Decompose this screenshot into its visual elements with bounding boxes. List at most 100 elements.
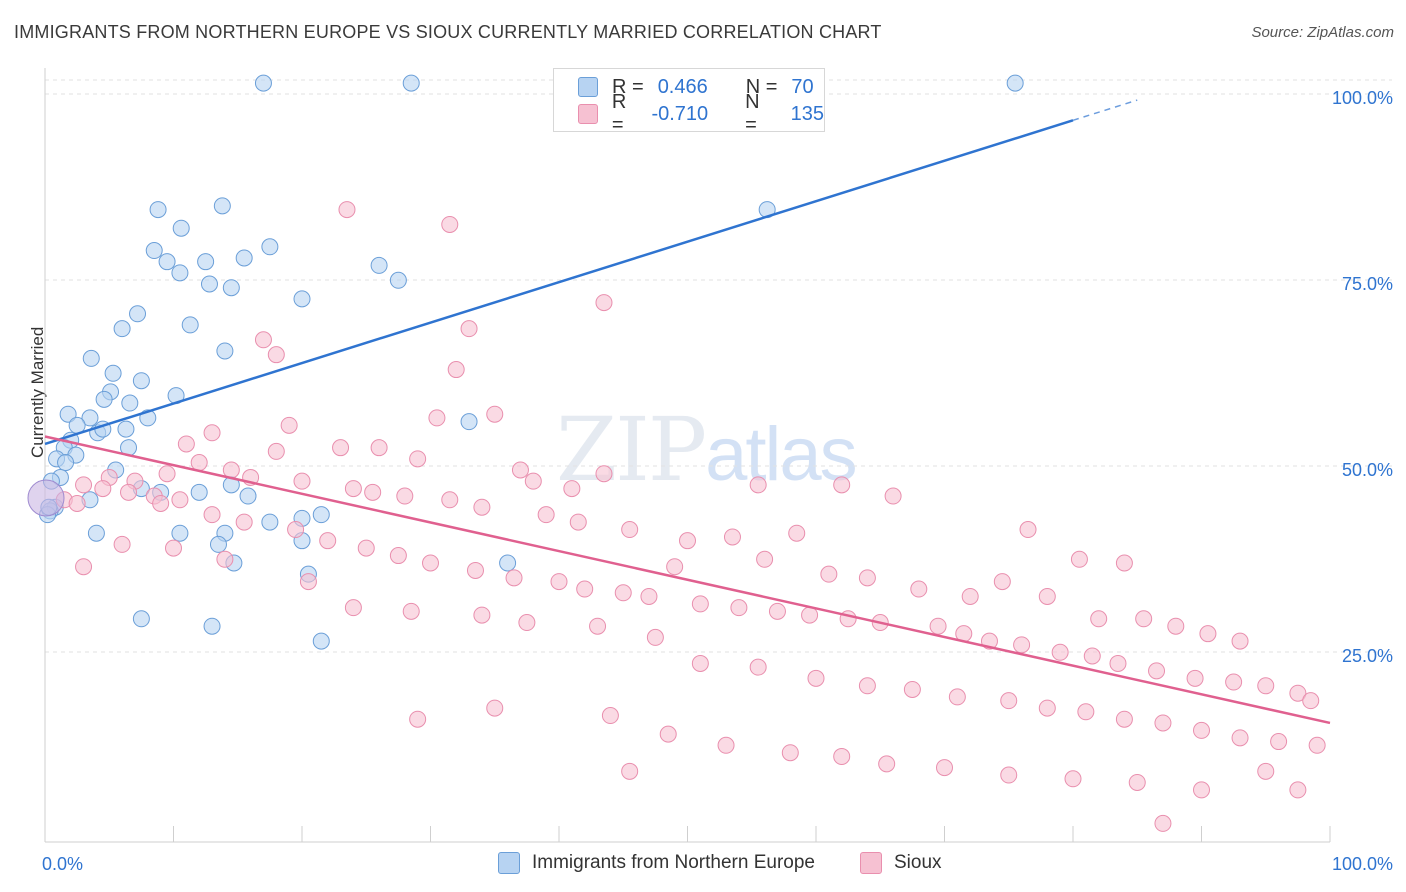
x-tick-label-min: 0.0% xyxy=(42,854,83,874)
overlap-point-large xyxy=(27,479,65,517)
pink-point-48 xyxy=(993,573,1011,591)
pink-point-69 xyxy=(357,539,375,557)
pink-point-136 xyxy=(1257,762,1275,780)
legend-swatch-sioux xyxy=(860,852,882,874)
pink-point-35 xyxy=(473,498,491,516)
pink-point-80 xyxy=(768,602,786,620)
pink-point-0 xyxy=(338,201,356,219)
pink-point-65 xyxy=(203,506,221,524)
pink-point-30 xyxy=(293,472,311,490)
pink-point-45 xyxy=(858,569,876,587)
pink-point-23 xyxy=(1019,521,1037,539)
series-legend: Immigrants from Northern Europe Sioux xyxy=(0,852,1406,878)
blue-trend-line-extension xyxy=(1072,99,1138,122)
pink-point-26 xyxy=(190,454,208,472)
pink-point-129 xyxy=(833,747,851,765)
pink-point-36 xyxy=(537,506,555,524)
pink-point-63 xyxy=(68,494,86,512)
pink-point-43 xyxy=(788,524,806,542)
pink-point-99 xyxy=(165,539,182,557)
pink-point-123 xyxy=(409,710,427,728)
pink-point-107 xyxy=(646,628,664,646)
blue-point-19 xyxy=(113,320,131,338)
legend-item-northern-europe: Immigrants from Northern Europe xyxy=(498,852,815,874)
pink-point-19 xyxy=(563,480,581,498)
pink-point-92 xyxy=(1186,669,1204,687)
blue-point-24 xyxy=(132,372,150,390)
blue-point-26 xyxy=(95,390,113,408)
pink-point-108 xyxy=(691,654,709,672)
blue-point-11 xyxy=(261,238,279,256)
pink-point-139 xyxy=(621,762,639,780)
pink-point-51 xyxy=(1135,610,1153,628)
pink-point-98 xyxy=(113,535,131,553)
pink-point-21 xyxy=(833,476,851,494)
blue-point-17 xyxy=(222,279,240,297)
pink-point-57 xyxy=(75,476,93,494)
pink-point-31 xyxy=(344,480,362,498)
pink-point-11 xyxy=(177,435,195,453)
pink-point-91 xyxy=(1148,662,1166,680)
pink-point-97 xyxy=(75,558,93,576)
pink-trend-line xyxy=(44,435,1331,725)
blue-point-47 xyxy=(190,483,208,501)
blue-point-4 xyxy=(213,197,231,215)
pink-n-label: N = xyxy=(745,91,760,136)
pink-point-6 xyxy=(447,361,465,379)
blue-point-65 xyxy=(460,413,478,431)
pink-point-71 xyxy=(422,554,439,572)
pink-point-66 xyxy=(235,513,253,531)
pink-point-67 xyxy=(287,521,305,539)
pink-point-34 xyxy=(441,491,459,509)
blue-point-49 xyxy=(239,487,257,505)
pink-r-label: R = xyxy=(611,91,627,136)
legend-label-sioux: Sioux xyxy=(894,852,942,873)
blue-point-64 xyxy=(499,554,517,572)
pink-point-72 xyxy=(466,561,484,579)
pink-point-88 xyxy=(1051,643,1069,661)
blue-trend-line xyxy=(44,119,1074,446)
pink-point-104 xyxy=(473,606,491,624)
pink-point-79 xyxy=(730,599,748,617)
pink-n-value: 135 xyxy=(790,102,824,125)
blue-point-14 xyxy=(370,256,388,274)
pink-point-7 xyxy=(428,409,446,427)
blue-n-label: N = xyxy=(745,75,778,98)
pink-point-114 xyxy=(1000,692,1018,710)
pink-point-1 xyxy=(441,215,459,233)
pink-point-52 xyxy=(1167,617,1185,635)
pink-point-49 xyxy=(1038,587,1056,605)
pink-point-101 xyxy=(299,573,317,591)
blue-point-7 xyxy=(145,242,163,260)
chart-title: IMMIGRANTS FROM NORTHERN EUROPE VS SIOUX… xyxy=(14,22,882,42)
pink-point-118 xyxy=(1154,714,1172,732)
blue-point-59 xyxy=(261,513,279,531)
blue-point-15 xyxy=(389,271,407,289)
pink-point-10 xyxy=(203,424,221,442)
pink-point-119 xyxy=(1193,721,1210,739)
y-tick-label-50: 50.0% xyxy=(1342,460,1393,480)
pink-point-87 xyxy=(1013,636,1031,654)
pink-r-value: -0.710 xyxy=(651,102,709,125)
pink-point-53 xyxy=(1199,625,1217,643)
pink-point-37 xyxy=(569,513,587,531)
pink-point-112 xyxy=(903,680,921,698)
pink-point-84 xyxy=(929,617,947,635)
legend-row-pink: R = -0.710 N = 135 xyxy=(578,91,824,136)
pink-point-96 xyxy=(1302,692,1320,710)
pink-point-125 xyxy=(601,707,619,725)
pink-point-25 xyxy=(1115,554,1133,572)
pink-point-134 xyxy=(1128,773,1146,791)
legend-item-sioux: Sioux xyxy=(860,852,942,874)
pink-point-138 xyxy=(1154,814,1172,832)
pink-point-95 xyxy=(1289,684,1307,702)
pink-point-24 xyxy=(1070,550,1088,568)
blue-point-18 xyxy=(293,290,311,308)
blue-point-54 xyxy=(87,524,105,542)
pink-point-28 xyxy=(158,465,176,483)
pink-point-64 xyxy=(152,494,170,512)
blue-point-29 xyxy=(59,405,77,423)
pink-point-12 xyxy=(332,439,350,457)
pink-point-124 xyxy=(486,699,504,717)
pink-point-130 xyxy=(878,755,896,773)
